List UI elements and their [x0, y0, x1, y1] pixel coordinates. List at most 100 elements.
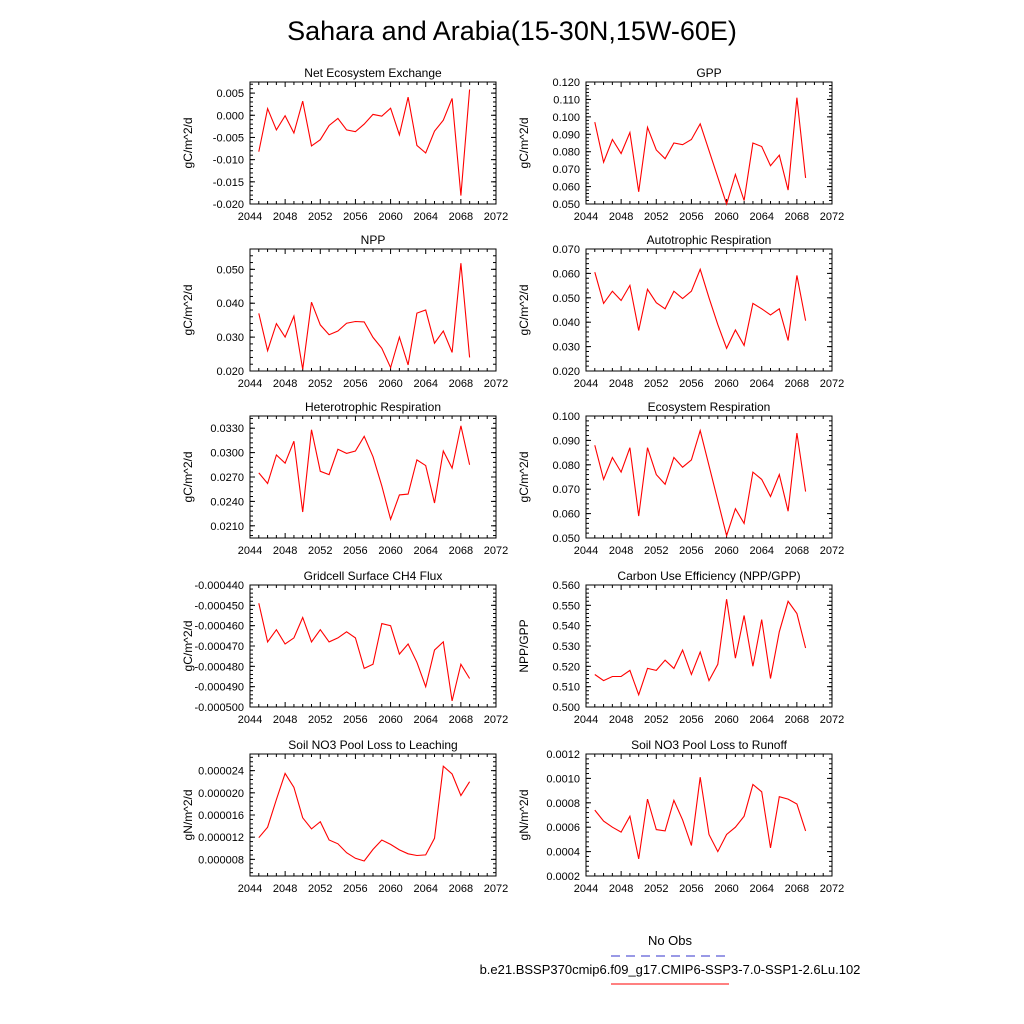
- y-tick-label: 0.060: [552, 509, 580, 521]
- y-tick-label: 0.530: [552, 641, 580, 653]
- y-tick-label: 0.060: [552, 268, 580, 280]
- x-tick-label: 2060: [714, 211, 738, 223]
- x-tick-label: 2064: [413, 714, 437, 726]
- y-tick-label: -0.000490: [194, 682, 244, 694]
- y-tick-label: 0.0002: [546, 871, 580, 883]
- series-line: [258, 263, 471, 370]
- y-tick-label: 0.090: [552, 129, 580, 141]
- y-tick-label: 0.0270: [210, 472, 244, 484]
- x-tick-label: 2056: [679, 883, 703, 895]
- chart-panel: GPP gC/m^2/d 2044 2048 2052 2056 2060 2064 2068 2…: [517, 66, 844, 223]
- x-tick-label: 2052: [644, 714, 668, 726]
- y-axis-label: gC/m^2/d: [181, 452, 195, 503]
- chart-panel: Soil NO3 Pool Loss to Runoff gN/m^2/d 2044…: [517, 738, 844, 895]
- y-tick-label: 0.0210: [210, 521, 244, 533]
- x-tick-label: 2048: [273, 545, 297, 557]
- x-tick-label: 2052: [308, 211, 332, 223]
- y-tick-label: 0.030: [216, 332, 244, 344]
- x-tick-label: 2072: [484, 545, 508, 557]
- x-tick-label: 2052: [644, 378, 668, 390]
- chart-panel: Autotrophic Respiration gC/m^2/d 2044 2048 2…: [517, 233, 844, 390]
- x-tick-label: 2060: [714, 378, 738, 390]
- plot-frame: [585, 415, 833, 539]
- chart-title: Autotrophic Respiration: [647, 233, 772, 247]
- y-tick-label: 0.080: [552, 460, 580, 472]
- y-axis-label: gC/m^2/d: [181, 285, 195, 336]
- legend-model-label: b.e21.BSSP370cmip6.f09_g17.CMIP6-SSP3-7.…: [480, 962, 861, 977]
- x-tick-label: 2068: [785, 883, 809, 895]
- y-tick-label: -0.015: [213, 177, 244, 189]
- y-tick-label: 0.020: [552, 366, 580, 378]
- x-tick-label: 2056: [679, 714, 703, 726]
- x-tick-label: 2048: [273, 883, 297, 895]
- x-tick-label: 2044: [238, 545, 262, 557]
- x-tick-label: 2072: [820, 883, 844, 895]
- plot-frame: [585, 81, 833, 205]
- y-tick-label: 0.050: [552, 199, 580, 211]
- y-tick-label: 0.070: [552, 244, 580, 256]
- y-tick-label: 0.560: [552, 580, 580, 592]
- y-tick-label: -0.000480: [194, 661, 244, 673]
- x-tick-label: 2060: [378, 545, 402, 557]
- y-axis-label: gC/m^2/d: [517, 285, 531, 336]
- series-line: [594, 267, 807, 350]
- series-line: [594, 599, 807, 697]
- y-tick-label: 0.0008: [546, 798, 580, 810]
- y-tick-label: 0.100: [552, 411, 580, 423]
- chart-title: Heterotrophic Respiration: [305, 400, 441, 414]
- y-tick-label: 0.000: [216, 110, 244, 122]
- chart-title: Net Ecosystem Exchange: [304, 66, 442, 80]
- plot-frame: [249, 584, 497, 708]
- x-tick-label: 2044: [574, 211, 598, 223]
- x-tick-label: 2052: [308, 545, 332, 557]
- x-tick-label: 2072: [484, 883, 508, 895]
- y-tick-label: 0.550: [552, 600, 580, 612]
- series-line: [258, 89, 471, 196]
- y-tick-label: 0.040: [552, 317, 580, 329]
- y-tick-label: 0.090: [552, 435, 580, 447]
- y-tick-label: 0.020: [216, 366, 244, 378]
- y-tick-label: 0.080: [552, 147, 580, 159]
- y-tick-label: 0.050: [216, 264, 244, 276]
- y-tick-label: 0.000012: [198, 832, 244, 844]
- y-axis-label: gN/m^2/d: [181, 790, 195, 841]
- x-tick-label: 2068: [449, 883, 473, 895]
- y-tick-label: 0.0006: [546, 822, 580, 834]
- series-line: [258, 765, 471, 862]
- plot-frame: [585, 753, 833, 877]
- chart-panel: Net Ecosystem Exchange gC/m^2/d 2044 2048 20…: [181, 66, 508, 223]
- x-tick-label: 2060: [378, 378, 402, 390]
- x-tick-label: 2044: [574, 714, 598, 726]
- x-tick-label: 2056: [679, 378, 703, 390]
- x-tick-label: 2048: [609, 714, 633, 726]
- y-tick-label: 0.005: [216, 88, 244, 100]
- y-tick-label: -0.000500: [194, 702, 244, 714]
- y-tick-label: 0.500: [552, 702, 580, 714]
- x-tick-label: 2064: [749, 211, 773, 223]
- x-tick-label: 2048: [273, 378, 297, 390]
- x-tick-label: 2068: [785, 211, 809, 223]
- legend-obs-label: No Obs: [648, 933, 693, 948]
- y-tick-label: 0.0240: [210, 496, 244, 508]
- series-line: [594, 777, 807, 860]
- x-tick-label: 2052: [644, 211, 668, 223]
- chart-title: Carbon Use Efficiency (NPP/GPP): [617, 569, 800, 583]
- chart-title: GPP: [696, 66, 721, 80]
- panels: Net Ecosystem Exchange gC/m^2/d 2044 2048 20…: [181, 66, 844, 895]
- x-tick-label: 2048: [609, 545, 633, 557]
- chart-title: Gridcell Surface CH4 Flux: [304, 569, 443, 583]
- chart-panel: Ecosystem Respiration gC/m^2/d 2044 2048 205…: [517, 400, 844, 557]
- chart-panel: NPP gC/m^2/d 2044 2048 2052 2056 2060 2064 2068 2…: [181, 233, 508, 390]
- y-tick-label: 0.060: [552, 182, 580, 194]
- x-tick-label: 2060: [378, 714, 402, 726]
- x-tick-label: 2060: [714, 883, 738, 895]
- y-tick-label: 0.0012: [546, 749, 580, 761]
- chart-title: NPP: [361, 233, 386, 247]
- x-tick-label: 2072: [820, 211, 844, 223]
- chart-title: Soil NO3 Pool Loss to Leaching: [288, 738, 457, 752]
- x-tick-label: 2064: [749, 378, 773, 390]
- x-tick-label: 2056: [343, 378, 367, 390]
- plot-frame: [585, 584, 833, 708]
- x-tick-label: 2052: [308, 714, 332, 726]
- x-tick-label: 2064: [749, 883, 773, 895]
